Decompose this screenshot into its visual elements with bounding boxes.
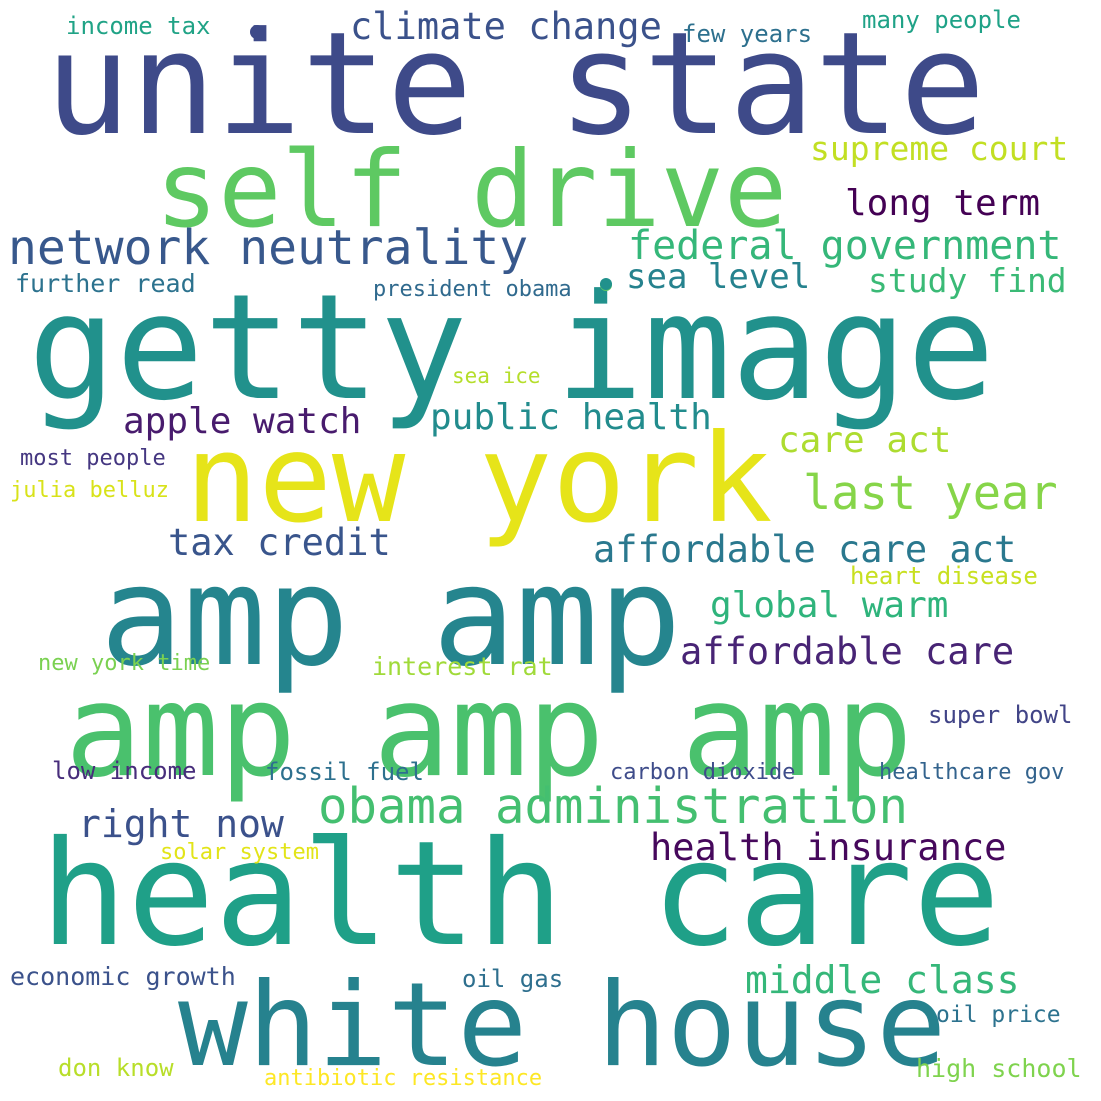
word: network neutrality <box>8 220 529 276</box>
word-dot <box>250 25 264 39</box>
word: sea ice <box>452 364 541 388</box>
word: getty image <box>28 263 995 433</box>
word: oil price <box>936 1002 1061 1028</box>
word: tax credit <box>168 521 391 564</box>
word: health insurance <box>650 826 1007 869</box>
word: carbon dioxide <box>610 760 796 785</box>
word: climate change <box>350 5 662 48</box>
word: oil gas <box>462 965 564 993</box>
word: study find <box>868 261 1067 300</box>
word: sea level <box>626 257 811 297</box>
word: most people <box>20 446 166 471</box>
word: affordable care <box>680 630 1015 673</box>
word-dot <box>600 278 612 290</box>
word: care act <box>778 420 952 461</box>
word: health care <box>40 810 1001 979</box>
word: economic growth <box>10 962 236 991</box>
word: affordable care act <box>593 528 1017 571</box>
word: federal government <box>628 223 1062 269</box>
word: last year <box>803 466 1058 521</box>
word: low income <box>52 757 197 785</box>
word: income tax <box>66 12 211 40</box>
word: healthcare gov <box>879 760 1065 785</box>
word: amp amp <box>100 536 682 697</box>
word: few years <box>682 20 813 48</box>
word: heart disease <box>850 562 1038 590</box>
word: white house <box>178 958 947 1093</box>
word: high school <box>916 1054 1082 1083</box>
word: don know <box>58 1054 174 1082</box>
word: many people <box>862 6 1021 34</box>
word: new york time <box>38 651 211 676</box>
word: amp amp amp <box>65 657 913 806</box>
word: long term <box>845 183 1041 224</box>
word: public health <box>430 397 712 438</box>
word: unite state <box>45 2 986 167</box>
word: middle class <box>745 958 1020 1002</box>
word: apple watch <box>123 401 362 442</box>
word: self drive <box>155 129 788 251</box>
word: global warm <box>710 585 949 626</box>
word: supreme court <box>810 129 1069 168</box>
word: new york <box>185 408 773 550</box>
word: solar system <box>160 840 319 865</box>
word: fossil fuel <box>265 758 424 786</box>
word: julia belluz <box>10 478 169 503</box>
word: president obama <box>373 277 572 302</box>
word: interest rat <box>372 652 553 681</box>
word: super bowl <box>928 701 1073 729</box>
word: further read <box>15 269 196 298</box>
word: right now <box>78 802 284 846</box>
word: obama administration <box>318 778 909 835</box>
word: antibiotic resistance <box>264 1066 543 1091</box>
